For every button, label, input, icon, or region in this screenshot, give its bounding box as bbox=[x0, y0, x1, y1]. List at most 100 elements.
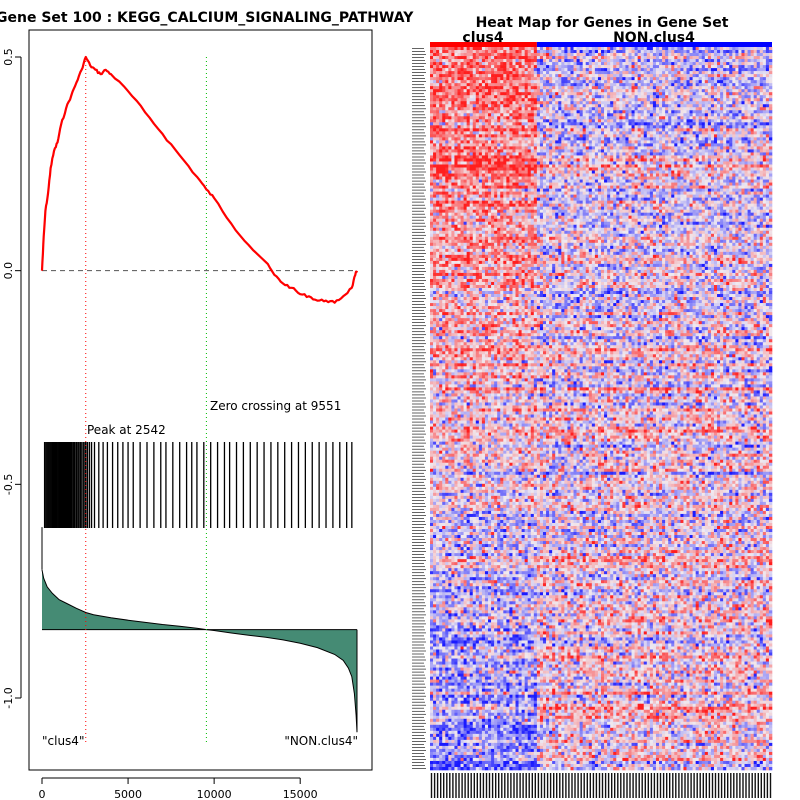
heatmap-cell bbox=[610, 161, 614, 165]
heatmap-cell bbox=[607, 107, 611, 111]
heatmap-cell bbox=[665, 77, 669, 81]
heatmap-cell bbox=[631, 146, 635, 150]
heatmap-cell bbox=[710, 137, 715, 141]
heatmap-cell bbox=[738, 134, 742, 138]
heatmap-cell bbox=[753, 134, 758, 138]
heatmap-cell bbox=[720, 104, 724, 108]
heatmap-cell bbox=[576, 131, 580, 135]
heatmap-cell bbox=[768, 47, 773, 51]
heatmap-cell bbox=[732, 56, 736, 60]
heatmap-cell bbox=[530, 80, 535, 84]
heatmap-cell bbox=[622, 125, 626, 129]
heatmap-cell bbox=[659, 122, 663, 126]
heatmap-cell bbox=[533, 176, 538, 180]
heatmap-cell bbox=[747, 95, 751, 99]
heatmap-cell bbox=[753, 113, 758, 117]
heatmap-cell bbox=[640, 170, 645, 174]
heatmap-cell bbox=[607, 173, 611, 177]
heatmap-cell bbox=[735, 149, 739, 153]
heatmap-cell bbox=[738, 152, 742, 156]
heatmap-cell bbox=[707, 59, 712, 63]
heatmap-cell bbox=[558, 158, 562, 162]
heatmap-cell bbox=[503, 140, 507, 144]
heatmap-cell bbox=[536, 155, 541, 159]
heatmap-cell bbox=[552, 176, 556, 180]
heatmap-cell bbox=[561, 155, 565, 159]
heatmap-cell bbox=[430, 71, 434, 75]
heatmap-cell bbox=[747, 137, 751, 141]
heatmap-cell bbox=[634, 149, 638, 153]
heatmap-cell bbox=[466, 53, 470, 57]
ranked-metric-area bbox=[42, 569, 357, 733]
heatmap-cell bbox=[613, 89, 617, 93]
heatmap-cell bbox=[747, 92, 751, 96]
heatmap-cell bbox=[735, 50, 739, 54]
heatmap-cell bbox=[628, 110, 632, 114]
heatmap-cell bbox=[674, 119, 678, 123]
heatmap-cell bbox=[582, 158, 587, 162]
heatmap-cell bbox=[491, 110, 495, 114]
heatmap-cell bbox=[463, 98, 467, 102]
heatmap-cell bbox=[765, 113, 770, 117]
heatmap-cell bbox=[573, 68, 577, 72]
heatmap-cell bbox=[735, 140, 739, 144]
heatmap-cell bbox=[637, 53, 641, 57]
heatmap-cell bbox=[713, 143, 718, 147]
heatmap-cell bbox=[439, 65, 443, 69]
heatmap-cell bbox=[433, 50, 437, 54]
heatmap-cell bbox=[613, 167, 617, 171]
heatmap-cell bbox=[567, 68, 571, 72]
heatmap-cell bbox=[689, 56, 693, 60]
heatmap-cell bbox=[536, 119, 541, 123]
heatmap-cell bbox=[503, 137, 507, 141]
heatmap-cell bbox=[723, 134, 727, 138]
heatmap-cell bbox=[591, 68, 596, 72]
heatmap-cell bbox=[674, 167, 678, 171]
heatmap-cell bbox=[536, 131, 541, 135]
heatmap-cell bbox=[665, 131, 669, 135]
heatmap-cell bbox=[649, 149, 654, 153]
heatmap-cell bbox=[524, 134, 529, 138]
heatmap-cell bbox=[744, 86, 748, 90]
heatmap-cell bbox=[430, 65, 434, 69]
heatmap-cell bbox=[475, 152, 480, 156]
heatmap-cell bbox=[448, 170, 452, 174]
heatmap-cell bbox=[500, 95, 504, 99]
heatmap-cell bbox=[552, 98, 556, 102]
heatmap-cell bbox=[506, 128, 510, 132]
heatmap-cell bbox=[597, 110, 602, 114]
heatmap-cell bbox=[665, 59, 669, 63]
heatmap-cell bbox=[497, 107, 501, 111]
heatmap-cell bbox=[512, 134, 516, 138]
heatmap-cell bbox=[542, 128, 547, 132]
heatmap-cell bbox=[546, 98, 550, 102]
heatmap-cell bbox=[512, 74, 516, 78]
heatmap-cell bbox=[573, 170, 577, 174]
heatmap-cell bbox=[521, 137, 525, 141]
heatmap-cell bbox=[637, 86, 641, 90]
heatmap-cell bbox=[521, 89, 525, 93]
heatmap-cell bbox=[549, 50, 553, 54]
heatmap-cell bbox=[567, 86, 571, 90]
zero-crossing-annotation: Zero crossing at 9551 bbox=[210, 399, 341, 413]
heatmap-cell bbox=[506, 59, 510, 63]
heatmap-cell bbox=[637, 146, 641, 150]
heatmap-cell bbox=[686, 95, 690, 99]
heatmap-cell bbox=[723, 122, 727, 126]
heatmap-cell bbox=[445, 68, 449, 72]
heatmap-cell bbox=[759, 119, 764, 123]
heatmap-cell bbox=[698, 167, 703, 171]
heatmap-cell bbox=[436, 101, 440, 105]
heatmap-cell bbox=[454, 56, 458, 60]
heatmap-cell bbox=[704, 104, 709, 108]
heatmap-cell bbox=[570, 104, 574, 108]
heatmap-cell bbox=[628, 92, 632, 96]
heatmap-cell bbox=[573, 155, 577, 159]
heatmap-cell bbox=[683, 122, 687, 126]
heatmap-cell bbox=[454, 146, 458, 150]
heatmap-cell bbox=[430, 83, 434, 87]
heatmap-cell bbox=[683, 98, 687, 102]
heatmap-cell bbox=[558, 134, 562, 138]
heatmap-cell bbox=[631, 119, 635, 123]
heatmap-cell bbox=[436, 149, 440, 153]
